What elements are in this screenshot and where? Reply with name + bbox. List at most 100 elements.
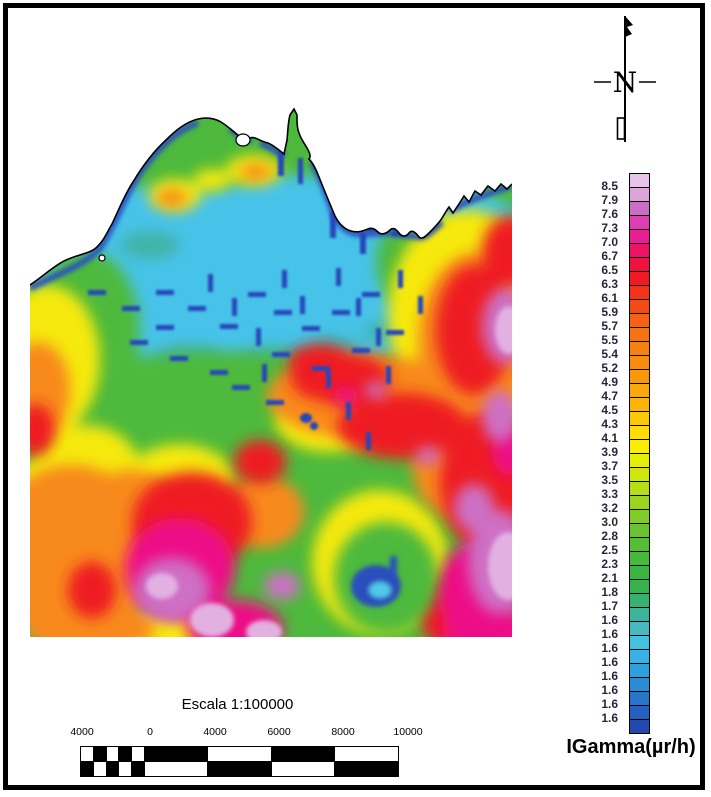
legend-tick-label: 4.1: [601, 431, 618, 445]
legend-color-cell: [629, 229, 650, 244]
legend-tick-label: 5.9: [601, 305, 618, 319]
legend-tick-label: 2.8: [601, 529, 618, 543]
legend-color-cell: [629, 341, 650, 356]
legend-tick-label: 2.1: [601, 571, 618, 585]
small-island: [98, 254, 106, 262]
legend-title: IGamma(µr/h): [566, 736, 696, 758]
scale-bar-cell: [334, 761, 399, 777]
north-arrow: N: [594, 16, 656, 142]
scale-tick-label: 6000: [267, 726, 291, 738]
scale-bar-cell: [92, 761, 107, 777]
legend-color-cell: [629, 481, 650, 496]
legend-tick-label: 5.4: [601, 347, 618, 361]
legend-color-cell: [629, 705, 650, 720]
legend-color-cell: [629, 635, 650, 650]
legend-color-cell: [629, 509, 650, 524]
document-border: [3, 3, 705, 790]
legend-tick-label: 7.0: [601, 235, 618, 249]
legend-tick-label: 7.6: [601, 207, 618, 221]
scale-bar-cell: [105, 746, 120, 762]
scale-bar-cell: [80, 746, 94, 762]
legend-tick-label: 3.3: [601, 487, 618, 501]
legend-color-cell: [629, 215, 650, 230]
legend-color-cell: [629, 495, 650, 510]
scale-tick-label: 0: [147, 726, 153, 738]
legend-color-cell: [629, 551, 650, 566]
north-arrow-tail: [616, 117, 626, 140]
legend-color-cell: [629, 271, 650, 286]
scale-bar-cell: [92, 746, 107, 762]
legend-tick-label: 1.6: [601, 697, 618, 711]
legend-color-cell: [629, 453, 650, 468]
legend-tick-label: 1.8: [601, 585, 618, 599]
legend-tick-label: 5.5: [601, 333, 618, 347]
legend-color-cell: [629, 299, 650, 314]
scale-bar-cell: [143, 761, 209, 777]
legend-tick-label: 3.2: [601, 501, 618, 515]
scale-bar-cell: [131, 746, 145, 762]
scale-tick-labels: 4000 0 4000 6000 8000 10000: [0, 726, 711, 740]
legend-tick-label: 3.0: [601, 515, 618, 529]
scale-bar-cell: [105, 761, 120, 777]
legend-tick-label: 1.6: [601, 683, 618, 697]
legend-color-cell: [629, 579, 650, 594]
legend-tick-label: 3.9: [601, 445, 618, 459]
legend-color-cell: [629, 285, 650, 300]
legend-color-cell: [629, 201, 650, 216]
land-region: [30, 109, 512, 637]
legend-color-cell: [629, 677, 650, 692]
legend-color-bar: [629, 173, 650, 734]
legend-color-cell: [629, 663, 650, 678]
legend-color-cell: [629, 593, 650, 608]
legend-color-cell: [629, 187, 650, 202]
legend-tick-label: 7.9: [601, 193, 618, 207]
legend-color-cell: [629, 523, 650, 538]
scale-title: Escala 1:100000: [181, 696, 294, 713]
scale-bar-cell: [270, 761, 336, 777]
legend-tick-label: 1.7: [601, 599, 618, 613]
legend-color-cell: [629, 425, 650, 440]
scale-bar-cell: [118, 746, 133, 762]
legend-tick-label: 1.6: [601, 711, 618, 725]
legend-color-cell: [629, 243, 650, 258]
scale-bar-cell: [80, 761, 94, 777]
scale-bar-cell: [118, 761, 133, 777]
legend-tick-label: 3.5: [601, 473, 618, 487]
legend-color-cell: [629, 691, 650, 706]
legend-tick-label: 2.3: [601, 557, 618, 571]
legend-tick-label: 1.6: [601, 641, 618, 655]
scale-bar: [80, 746, 399, 777]
scale-bar-cell: [207, 746, 272, 762]
legend-tick-label: 1.6: [601, 627, 618, 641]
legend-tick-label: 5.2: [601, 361, 618, 375]
legend-color-cell: [629, 649, 650, 664]
legend-tick-label: 7.3: [601, 221, 618, 235]
scale-tick-label: 8000: [331, 726, 355, 738]
bottom-blue-anomaly: [351, 556, 401, 607]
scale-bar-cell: [207, 761, 272, 777]
legend-color-cell: [629, 607, 650, 622]
scale-bar-row: [80, 761, 399, 777]
flight-line-artifacts: [88, 148, 423, 450]
legend-tick-label: 5.7: [601, 319, 618, 333]
legend-color-cell: [629, 257, 650, 272]
legend-tick-label: 1.6: [601, 669, 618, 683]
legend-color-cell: [629, 467, 650, 482]
legend-tick-label: 3.7: [601, 459, 618, 473]
legend-color-cell: [629, 411, 650, 426]
legend-tick-label: 6.3: [601, 277, 618, 291]
scale-tick-label: 4000: [203, 726, 227, 738]
scale-tick-label: 10000: [393, 726, 423, 738]
legend-tick-labels: 8.5 7.9 7.6 7.3 7.0 6.7 6.5 6.3 6.1 5.9 5.7 5.5 5.4 5…: [556, 173, 622, 734]
radiometric-map: [30, 108, 512, 637]
scale-bar-cell: [270, 746, 336, 762]
legend-tick-label: 2.5: [601, 543, 618, 557]
legend-color-cell: [629, 565, 650, 580]
scale-bar-cell: [131, 761, 145, 777]
scale-bar-cell: [143, 746, 209, 762]
coastal-lagoon: [235, 133, 251, 147]
legend-color-cell: [629, 355, 650, 370]
legend-color-cell: [629, 537, 650, 552]
legend-color-cell: [629, 439, 650, 454]
